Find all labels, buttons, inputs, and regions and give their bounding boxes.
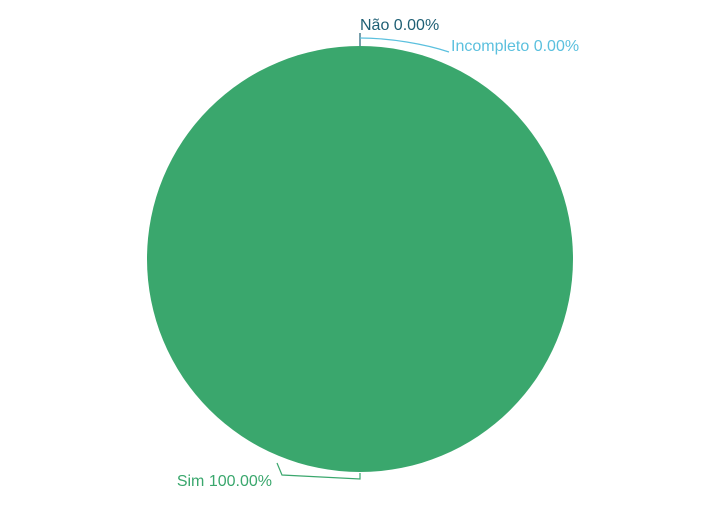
pie-slice-sim[interactable] [147, 46, 573, 472]
slice-label-sim: Sim 100.00% [177, 473, 272, 490]
leader-line-sim [276, 462, 361, 480]
pie-slices [147, 46, 573, 472]
slice-label-incompleto: Incompleto 0.00% [451, 38, 579, 55]
pie-labels: Sim 100.00% Não 0.00% Incompleto 0.00% [177, 17, 579, 490]
leader-line-incompleto [359, 37, 450, 53]
slice-label-n-o: Não 0.00% [360, 17, 439, 34]
